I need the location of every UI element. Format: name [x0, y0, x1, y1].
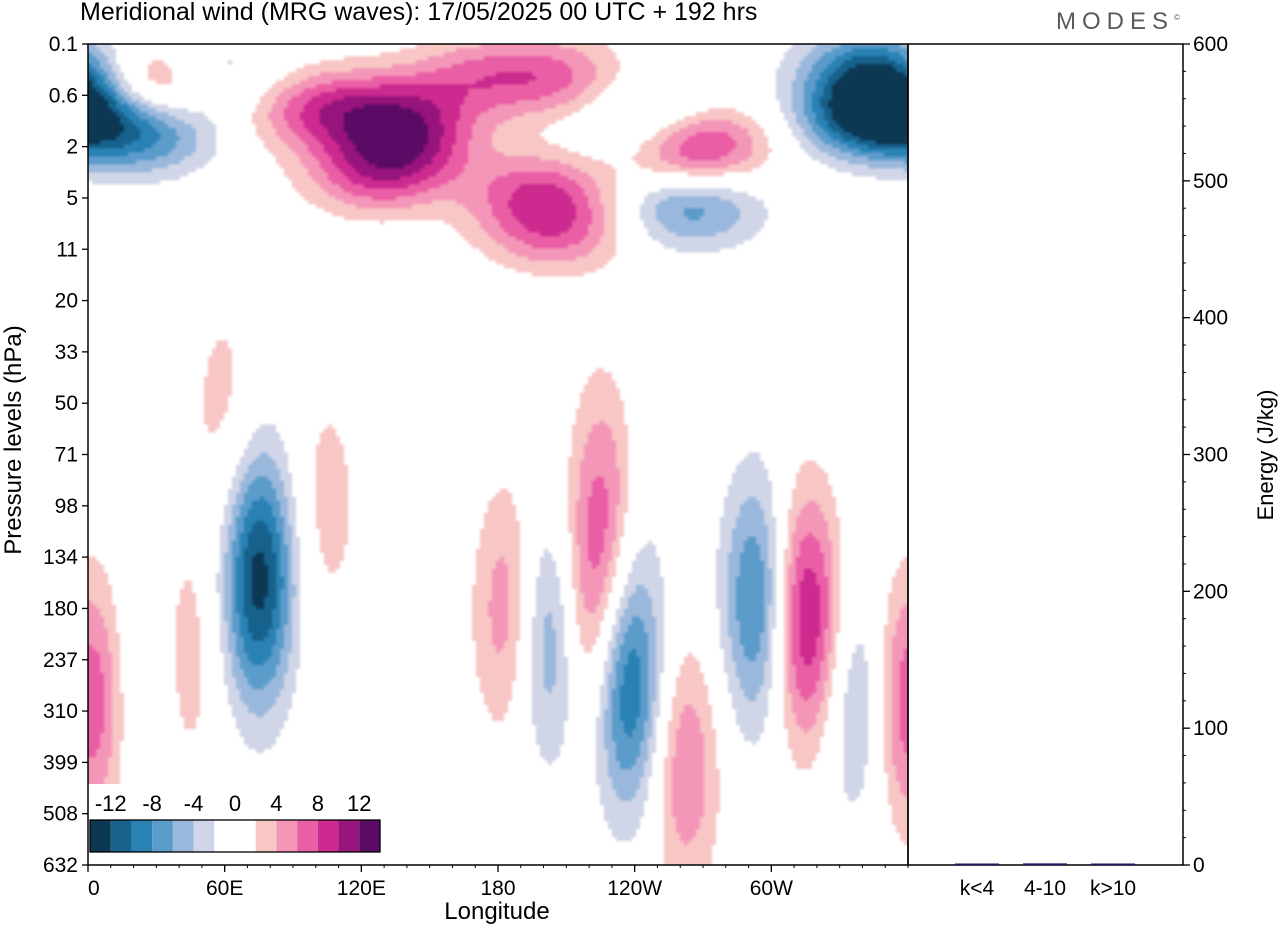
x-axis-label: Longitude — [444, 898, 550, 925]
colorbar-tick-label: -12 — [95, 791, 127, 816]
x-tick-label: 120E — [337, 877, 386, 900]
colorbar-swatch — [214, 820, 235, 852]
colorbar-tick-label: 4 — [270, 791, 282, 816]
colorbar-outline — [89, 819, 381, 853]
energy-bars: k<4 4-10 k>10 — [955, 863, 1136, 900]
energy-tick-label: 300 — [1193, 444, 1228, 467]
energy-bar — [955, 863, 999, 865]
energy-tick-label: 400 — [1193, 307, 1228, 330]
axes: 0.1 0.6 2 5 11 20 33 50 71 98 134 180 237 310 399 508 63… — [43, 33, 1228, 900]
energy-category-label: 4-10 — [1024, 877, 1066, 900]
y-tick-label: 20 — [55, 290, 78, 313]
y-tick-label: 11 — [56, 238, 78, 261]
energy-tick-label: 500 — [1193, 170, 1228, 193]
colorbar-swatch — [297, 820, 318, 852]
y-tick-label: 399 — [43, 751, 78, 774]
chart-title: Meridional wind (MRG waves): 17/05/2025 … — [80, 0, 758, 26]
colorbar-swatch — [338, 820, 360, 852]
y-tick-label: 237 — [43, 649, 78, 672]
colorbar-tick-label: 0 — [229, 791, 241, 816]
y-tick-label: 632 — [43, 854, 78, 877]
colorbar-tick-label: -4 — [184, 791, 204, 816]
y-tick-label: 33 — [55, 341, 78, 364]
heatmap-field — [88, 44, 908, 865]
y-tick-label: 71 — [55, 444, 78, 467]
y-tick-label: 98 — [55, 495, 78, 518]
colorbar-swatch — [255, 820, 277, 852]
y-tick-label: 508 — [43, 803, 78, 826]
x-tick-label: 180 — [480, 877, 515, 900]
colorbar-swatch — [90, 820, 111, 852]
energy-bar — [1023, 863, 1067, 865]
x-tick-label: 60E — [206, 877, 243, 900]
energy-bar — [1091, 863, 1135, 865]
colorbar-swatch — [131, 820, 153, 852]
colorbar-swatch — [276, 820, 298, 852]
x-tick-label: 60W — [750, 877, 793, 900]
y-tick-label: 134 — [43, 546, 78, 569]
x-tick-label: 120W — [607, 877, 662, 900]
colorbar-tick-label: 8 — [312, 791, 324, 816]
y-tick-label: 50 — [55, 392, 78, 415]
y-tick-label: 180 — [43, 597, 78, 620]
colorbar-swatch — [317, 820, 339, 852]
colorbar-tick-label: -8 — [142, 791, 162, 816]
energy-tick-label: 200 — [1193, 580, 1228, 603]
y-axis-label: Pressure levels (hPa) — [0, 325, 27, 555]
energy-axis-label: Energy (J/kg) — [1253, 389, 1278, 521]
energy-tick-label: 600 — [1193, 33, 1228, 56]
y-tick-label: 0.1 — [49, 33, 78, 56]
x-tick-label: 0 — [88, 877, 100, 900]
colorbar-swatch — [110, 820, 132, 852]
heatmap-image — [88, 44, 908, 865]
energy-frame — [907, 43, 1184, 866]
colorbar: -12 -8 -4 0 4 8 12 — [86, 784, 384, 856]
colorbar-tick-label: 12 — [347, 791, 371, 816]
y-tick-label: 2 — [66, 136, 78, 159]
colorbar-swatch — [235, 820, 256, 852]
colorbar-swatch — [193, 820, 215, 852]
y-tick-label: 0.6 — [49, 84, 78, 107]
colorbar-swatch — [152, 820, 173, 852]
brand-logo: MODES© — [1056, 8, 1180, 35]
energy-tick-label: 100 — [1193, 717, 1228, 740]
energy-category-label: k>10 — [1090, 877, 1136, 900]
y-tick-label: 310 — [43, 700, 78, 723]
energy-tick-label: 0 — [1193, 854, 1205, 877]
colorbar-swatch — [359, 820, 380, 852]
y-tick-label: 5 — [66, 187, 78, 210]
energy-category-label: k<4 — [960, 877, 995, 900]
colorbar-swatch — [172, 820, 194, 852]
